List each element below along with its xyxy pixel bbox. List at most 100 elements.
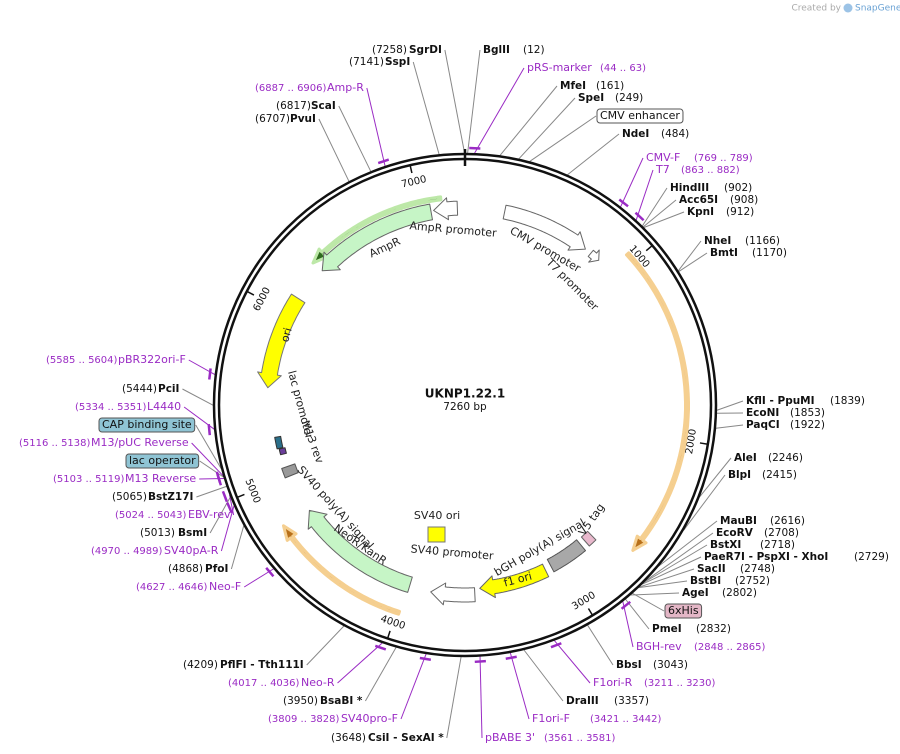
- enzyme-name: PaeR7I - PspXI - XhoI: [704, 551, 828, 563]
- primer-range: (5024 .. 5043): [115, 510, 187, 521]
- leader-line: [678, 252, 708, 272]
- map-size: 7260 bp: [443, 401, 487, 413]
- enzyme-name: BmtI: [710, 247, 738, 259]
- enzyme-position: (1166): [745, 235, 780, 247]
- enzyme-name: KpnI: [687, 206, 714, 218]
- primer-mark: [377, 158, 390, 165]
- enzyme-name: SgrDI: [409, 44, 442, 56]
- scale-tick: [409, 165, 413, 174]
- leader-line: [400, 653, 427, 720]
- primer-range: (5116 .. 5138): [19, 438, 91, 449]
- enzyme-name: NheI: [704, 235, 731, 247]
- enzyme-position: (1170): [752, 247, 787, 259]
- enzyme-position: (3357): [614, 695, 649, 707]
- leader-line: [716, 400, 744, 411]
- primer-mark: [505, 655, 517, 660]
- leader-line: [587, 624, 614, 666]
- leader-line: [196, 485, 227, 498]
- leader-line: [715, 424, 744, 429]
- feature-arrow: [502, 204, 586, 251]
- primer-range: (769 .. 789): [694, 153, 753, 164]
- leader-line: [677, 240, 702, 272]
- feature-label: ori: [278, 326, 294, 343]
- scale-label: 5000: [242, 477, 262, 505]
- leader-line: [642, 199, 677, 228]
- leader-line: [444, 49, 466, 154]
- primer-range: (6887 .. 6906): [255, 83, 327, 94]
- leader-line: [191, 442, 224, 477]
- enzyme-position: (2748): [740, 563, 775, 575]
- primer-name: F1ori-F: [532, 712, 570, 725]
- primer-mark: [208, 368, 212, 380]
- primer-mark: [634, 211, 645, 222]
- enzyme-name: BsaBI *: [320, 695, 363, 707]
- primer-range: (3809 .. 3828): [268, 714, 340, 725]
- feature-tag: CAP binding site: [102, 418, 192, 431]
- enzyme-name: CsiI - SexAI *: [368, 732, 444, 744]
- leader-line: [337, 642, 383, 684]
- primer-mark: [550, 642, 562, 649]
- enzyme-position: (4868): [168, 563, 203, 575]
- leader-line: [625, 598, 650, 630]
- leader-line: [635, 169, 654, 221]
- enzyme-position: (7141): [349, 56, 384, 68]
- primer-name: pBABE 3': [485, 731, 535, 744]
- enzyme-position: (2752): [735, 575, 770, 587]
- primer-range: (863 .. 882): [681, 165, 740, 176]
- enzyme-position: (902): [724, 182, 752, 194]
- leader-line: [318, 118, 350, 182]
- enzyme-position: (4209): [183, 659, 218, 671]
- enzyme-name: BstXI: [710, 539, 741, 551]
- leader-line: [412, 61, 440, 155]
- primer-mark: [226, 502, 233, 514]
- enzyme-name: BglII: [483, 44, 510, 56]
- enzyme-name: MfeI: [560, 80, 586, 92]
- feature-tag-box: [664, 603, 703, 619]
- enzyme-position: (2708): [764, 527, 799, 539]
- primer-mark: [221, 490, 229, 503]
- feature-tag: CMV enhancer: [600, 109, 680, 122]
- scale-label: 7000: [400, 174, 427, 190]
- primer-range: (4970 .. 4989): [91, 546, 163, 557]
- primer-name: M13 Reverse: [125, 472, 196, 485]
- feature-arrow: [321, 203, 433, 272]
- leader-line: [683, 474, 726, 531]
- sv40-ori-box: [427, 526, 446, 543]
- leader-line: [467, 49, 481, 154]
- primer-mark: [618, 198, 629, 208]
- credit-brand: SnapGene: [855, 4, 900, 14]
- feature-box: [274, 435, 284, 450]
- enzyme-position: (249): [615, 92, 643, 104]
- primer-name: pBR322ori-F: [118, 353, 186, 366]
- feature-box: [281, 463, 299, 479]
- leader-line: [338, 105, 372, 172]
- primer-name: SV40pro-F: [341, 712, 398, 725]
- enzyme-name: BstZ17I: [148, 491, 193, 503]
- enzyme-name: SpeI: [578, 92, 604, 104]
- primer-name: BGH-rev: [636, 640, 682, 653]
- enzyme-name: Acc65I: [679, 194, 718, 206]
- feature-tag-box: [98, 417, 196, 433]
- primer-mark: [474, 659, 486, 664]
- scale-tick: [699, 442, 708, 445]
- leader-line: [446, 656, 462, 739]
- leader-line: [199, 460, 224, 478]
- enzyme-position: (908): [730, 194, 758, 206]
- leader-line: [529, 115, 597, 162]
- enzyme-name: BsmI: [178, 527, 207, 539]
- leader-line: [474, 67, 525, 154]
- brand-icon: [843, 3, 853, 13]
- leader-line: [220, 505, 235, 552]
- leader-line: [509, 652, 530, 720]
- enzyme-name: NdeI: [622, 128, 649, 140]
- feature-arrow: [430, 582, 476, 606]
- primer-name: EBV-rev: [188, 508, 231, 521]
- enzyme-position: (5013): [140, 527, 175, 539]
- leader-line: [643, 211, 685, 228]
- leader-line: [230, 525, 245, 570]
- scale-tick: [246, 290, 255, 296]
- scale-tick: [645, 244, 653, 252]
- feature-arrow: [433, 197, 459, 221]
- primer-name: T7: [655, 163, 670, 176]
- feature-tag-box: [596, 108, 684, 124]
